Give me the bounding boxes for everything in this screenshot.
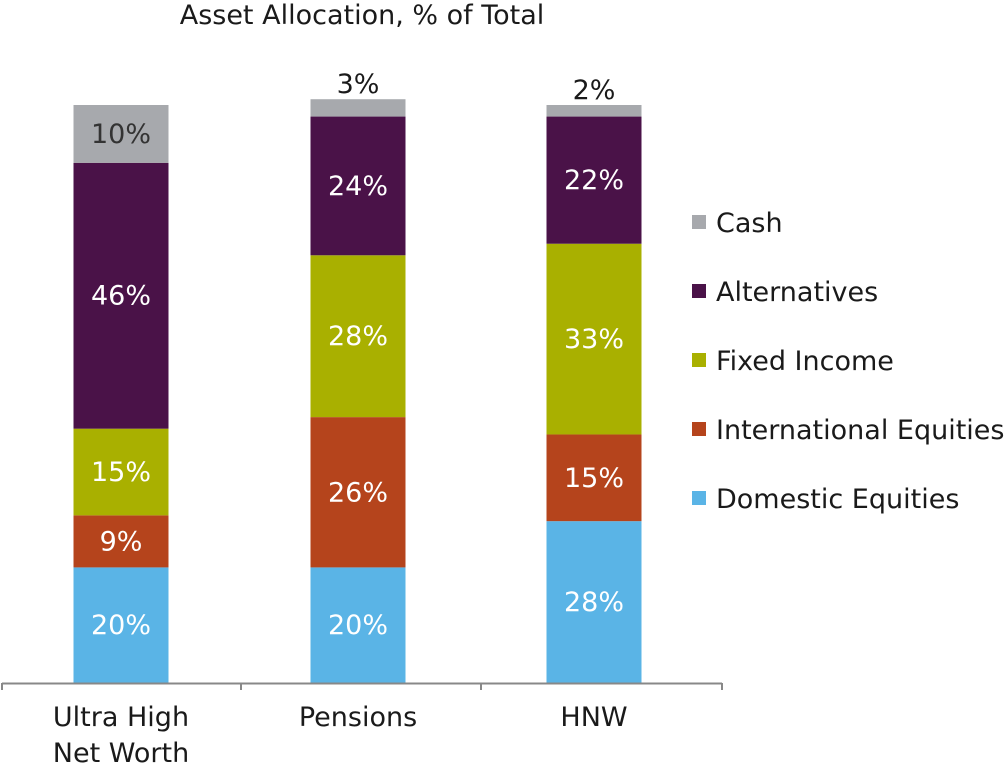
data-label-ultra-high-net-worth-cash: 10% <box>91 119 151 150</box>
bar-pensions-international-equities <box>310 417 406 568</box>
data-label-pensions-cash: 3% <box>337 69 380 100</box>
legend-label-domestic-equities: Domestic Equities <box>716 484 959 515</box>
data-label-ultra-high-net-worth-domestic-equities: 20% <box>91 610 151 641</box>
bar-ultra-high-net-worth-international-equities <box>73 515 169 568</box>
data-label-ultra-high-net-worth-alternatives: 46% <box>91 281 151 312</box>
bar-hnw-international-equities <box>546 434 642 522</box>
chart-title: Asset Allocation, % of Total <box>180 0 545 31</box>
bar-hnw-fixed-income <box>546 243 642 435</box>
data-label-ultra-high-net-worth-international-equities: 9% <box>100 526 143 557</box>
data-label-hnw-domestic-equities: 28% <box>564 587 624 618</box>
legend: Cash Alternatives Fixed Income Internationa… <box>692 208 1004 515</box>
x-tick-label-pensions: Pensions <box>299 702 417 733</box>
bar-ultra-high-net-worth-fixed-income <box>73 428 169 516</box>
data-label-hnw-cash: 2% <box>573 75 616 106</box>
bar-ultra-high-net-worth-alternatives <box>73 162 169 429</box>
data-label-pensions-alternatives: 24% <box>328 171 388 202</box>
bars-group: 20% 9% 15% 46% 10% 20% 26% 28% 24% 3% 28% 15% 33% 22%… <box>73 69 642 683</box>
legend-swatch-international-equities <box>692 422 706 436</box>
bar-pensions-domestic-equities <box>310 567 406 683</box>
legend-label-fixed-income: Fixed Income <box>716 346 894 377</box>
legend-swatch-alternatives <box>692 284 706 298</box>
bar-ultra-high-net-worth-cash <box>73 105 169 163</box>
legend-label-cash: Cash <box>716 208 783 239</box>
data-label-ultra-high-net-worth-fixed-income: 15% <box>91 457 151 488</box>
bar-hnw-cash <box>546 105 642 117</box>
x-tick-label-ultra-high-net-worth: Ultra High Net Worth <box>53 702 189 765</box>
bar-pensions-cash <box>310 99 406 117</box>
legend-swatch-fixed-income <box>692 353 706 367</box>
bar-pensions-fixed-income <box>310 255 406 418</box>
data-label-pensions-domestic-equities: 20% <box>328 610 388 641</box>
legend-swatch-domestic-equities <box>692 491 706 505</box>
bar-pensions-alternatives <box>310 116 406 256</box>
bar-hnw-domestic-equities <box>546 521 642 683</box>
x-tick-label-hnw: HNW <box>560 702 627 733</box>
legend-label-alternatives: Alternatives <box>716 277 878 308</box>
x-axis: Ultra High Net Worth Pensions HNW <box>1 682 723 765</box>
bar-ultra-high-net-worth-domestic-equities <box>73 567 169 683</box>
legend-swatch-cash <box>692 215 706 229</box>
legend-label-international-equities: International Equities <box>716 415 1004 446</box>
bar-hnw-alternatives <box>546 116 642 244</box>
data-label-hnw-alternatives: 22% <box>564 165 624 196</box>
data-label-hnw-fixed-income: 33% <box>564 324 624 355</box>
data-label-pensions-international-equities: 26% <box>328 477 388 508</box>
data-label-pensions-fixed-income: 28% <box>328 321 388 352</box>
data-label-hnw-international-equities: 15% <box>564 463 624 494</box>
